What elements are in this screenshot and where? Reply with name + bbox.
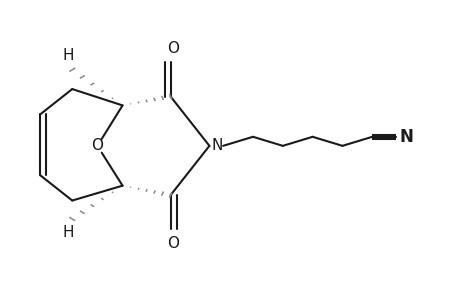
Text: O: O <box>167 236 179 251</box>
Text: N: N <box>399 128 413 146</box>
Text: O: O <box>91 138 103 153</box>
Text: H: H <box>63 48 74 63</box>
Text: N: N <box>211 138 223 153</box>
Text: O: O <box>167 41 179 56</box>
Text: H: H <box>63 226 74 241</box>
